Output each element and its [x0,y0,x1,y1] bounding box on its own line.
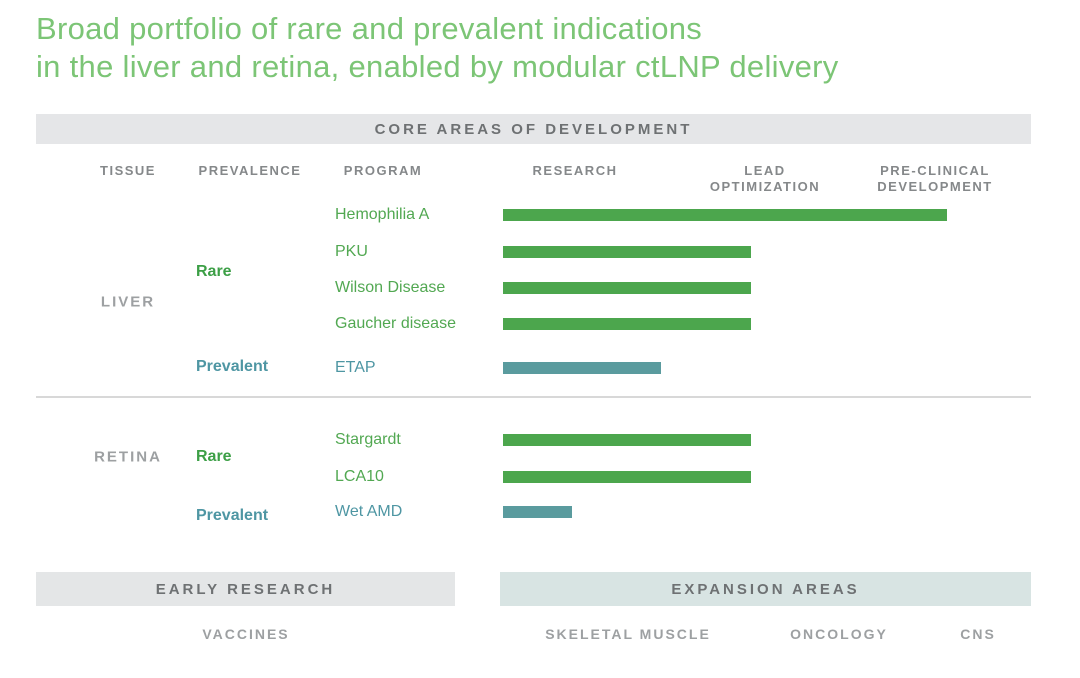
program-label: PKU [335,242,368,260]
tissue-label-retina: RETINA [94,448,162,466]
pipeline-bar [503,471,751,483]
program-label: ETAP [335,358,376,376]
prevalence-label-retina-rare: Rare [196,448,232,465]
pipeline-bar [503,434,751,446]
pipeline-bar [503,361,661,374]
column-header-program: PROGRAM [343,163,423,178]
column-header-lead-optimization: LEAD OPTIMIZATION [709,163,821,194]
pipeline-bar [503,245,751,258]
expansion-item-cns: CNS [960,626,996,642]
column-header-research: RESEARCH [532,163,618,178]
tissue-label-liver: LIVER [100,293,156,311]
column-header-tissue: TISSUE [100,163,156,178]
prevalence-label-liver-prevalent: Prevalent [196,358,269,375]
program-label: Gaucher disease [335,314,456,332]
expansion-areas-header-bar: EXPANSION AREAS [500,572,1031,606]
early-research-header-bar: EARLY RESEARCH [36,572,455,606]
program-label: Wilson Disease [335,278,446,296]
core-areas-header-label: CORE AREAS OF DEVELOPMENT [374,120,693,138]
early-research-item-vaccines: VACCINES [202,626,290,642]
pipeline-bar [503,281,751,294]
early-research-header-label: EARLY RESEARCH [155,580,336,598]
section-divider [36,396,1031,398]
program-label: Stargardt [335,431,401,448]
column-header-prevalence: PREVALENCE [198,163,302,178]
prevalence-label-retina-prevalent: Prevalent [196,507,269,524]
pipeline-bar [503,209,947,221]
core-areas-header-bar: CORE AREAS OF DEVELOPMENT [36,114,1031,144]
prevalence-label-liver-rare: Rare [196,263,232,280]
page-title-line1: Broad portfolio of rare and prevalent in… [36,11,703,46]
page-title: Broad portfolio of rare and prevalent in… [36,10,839,86]
program-label: Wet AMD [335,503,403,520]
program-label: LCA10 [335,468,384,485]
pipeline-bar [503,317,751,330]
expansion-areas-header-label: EXPANSION AREAS [671,580,860,598]
expansion-item-oncology: ONCOLOGY [790,626,888,642]
expansion-item-skeletal-muscle: SKELETAL MUSCLE [545,626,711,642]
program-label: Hemophilia A [335,206,430,223]
page-title-line2: in the liver and retina, enabled by modu… [36,49,839,84]
pipeline-bar [503,506,572,518]
column-header-preclinical-development: PRE-CLINICAL DEVELOPMENT [877,163,993,194]
